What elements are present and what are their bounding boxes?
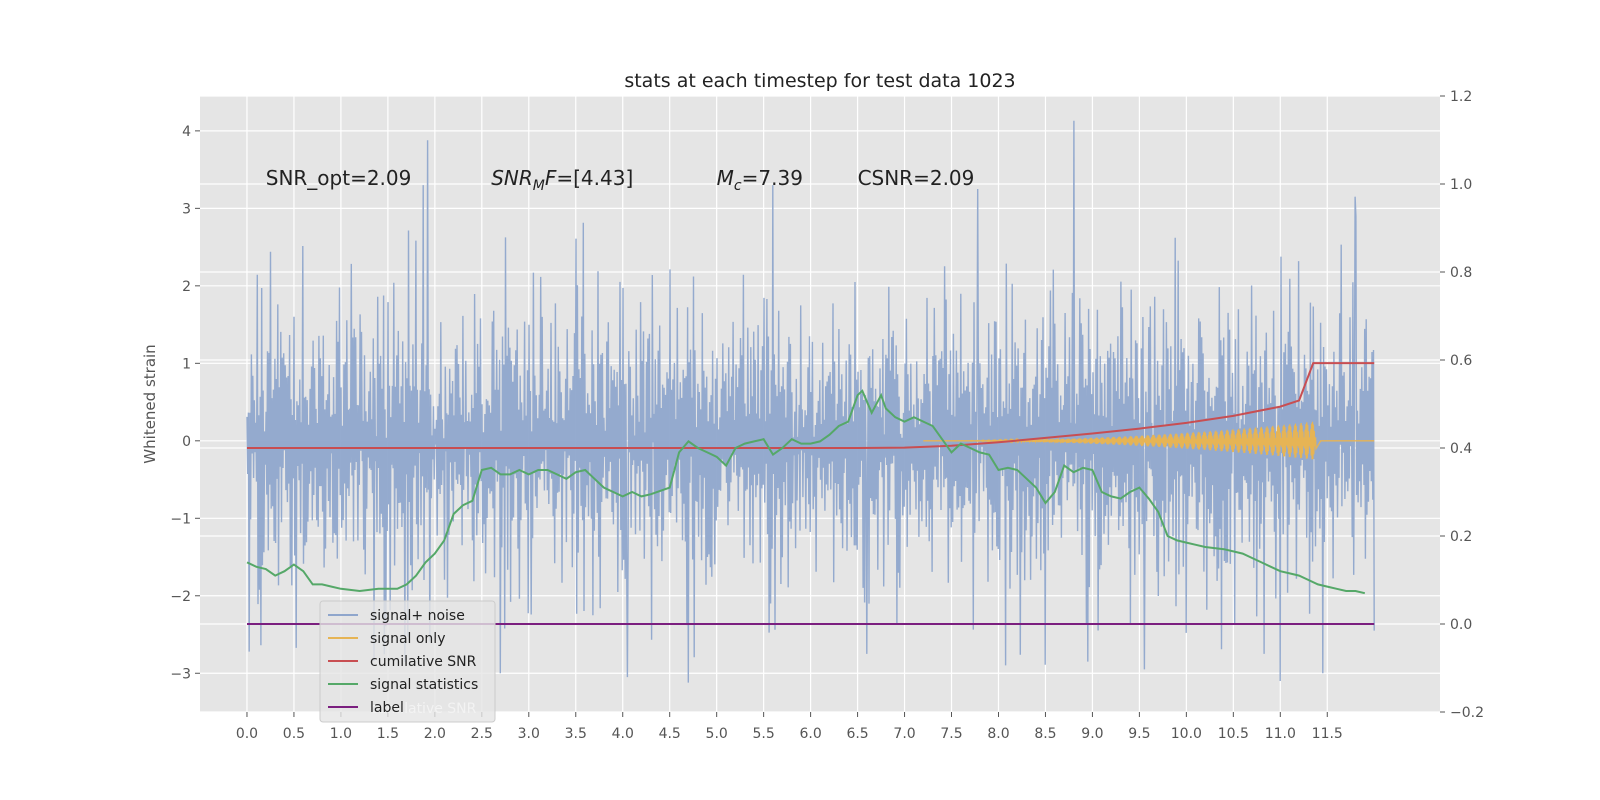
x-tick-label: 3.5 (565, 726, 587, 742)
annotation-part: SNR (491, 166, 533, 190)
y-tick-label: 3 (182, 201, 191, 217)
y-tick-label: 4 (182, 124, 191, 140)
x-tick-label: 4.0 (612, 726, 634, 742)
x-tick-label: 10.5 (1218, 726, 1249, 742)
series-signal-only-line (923, 421, 1375, 460)
x-tick-label: 7.0 (893, 726, 915, 742)
axes-layer: 0.0 0.5 1.0 1.5 2.0 2.5 3.0 3.5 4.0 4.5 5.0 5.5 6.0 6… (170, 89, 1484, 742)
y2-tick-label: 1.2 (1450, 89, 1472, 105)
x-tick-label: 9.5 (1128, 726, 1150, 742)
y2-tick-label: 0.4 (1450, 441, 1472, 457)
chart-title: stats at each timestep for test data 102… (624, 70, 1015, 92)
annotation-part: =[4.43] (556, 166, 633, 190)
x-tick-label: 7.5 (940, 726, 962, 742)
series-signal-noise-line (246, 120, 1375, 683)
annotation-part: M (533, 178, 545, 194)
legend-entry: signal only (370, 631, 445, 647)
series-cumilative-snr-line (247, 362, 1375, 449)
y2-tick-label: 0.2 (1450, 529, 1472, 545)
annotation-part: =7.39 (742, 166, 803, 190)
annotation-part: M (717, 166, 734, 190)
legend-box (319, 600, 496, 723)
series-signal-statistics-line (246, 389, 1366, 595)
annotation-part: CSNR=2.09 (858, 166, 975, 190)
annotation-csnr: CSNR=2.09 (858, 166, 975, 190)
series-layer (246, 120, 1375, 683)
x-tick-label: 9.0 (1081, 726, 1103, 742)
annotation-part: F (545, 166, 557, 190)
legend-entry: cumilative SNR (370, 654, 477, 670)
x-tick-label: 1.5 (377, 726, 399, 742)
y-tick-label: 0 (182, 434, 191, 450)
x-tick-label: 6.0 (799, 726, 821, 742)
x-tick-label: 11.5 (1312, 726, 1343, 742)
x-tick-label: 5.0 (706, 726, 728, 742)
annotation-snr-opt: SNR_opt=2.09 (266, 166, 412, 190)
y2-tick-label: 0.0 (1450, 617, 1472, 633)
annotation-mc: Mc=7.39 (717, 166, 803, 194)
y2-tick-label: 0.8 (1450, 265, 1472, 281)
y-tick-label: 1 (182, 356, 191, 372)
y-axis-label: Whitened strain (141, 344, 159, 463)
x-tick-label: 8.5 (1034, 726, 1056, 742)
x-tick-label: 2.0 (424, 726, 446, 742)
x-tick-label: 0.0 (236, 726, 258, 742)
y2-tick-label: 0.6 (1450, 353, 1472, 369)
x-tick-label: 8.0 (987, 726, 1009, 742)
y-tick-label: −3 (170, 666, 191, 682)
y-tick-label: 2 (182, 279, 191, 295)
x-tick-label: 5.5 (753, 726, 775, 742)
legend-ghost-text: cumilative SNR (370, 701, 477, 717)
y2-tick-label: −0.2 (1450, 705, 1484, 721)
legend-entry: label (370, 700, 404, 716)
y-tick-label: −2 (170, 589, 191, 605)
x-tick-label: 2.5 (471, 726, 493, 742)
x-tick-label: 1.0 (330, 726, 352, 742)
x-tick-label: 0.5 (283, 726, 305, 742)
y-tick-label: −1 (170, 511, 191, 527)
annotation-part: SNR_opt=2.09 (266, 166, 412, 190)
y2-tick-label: 1.0 (1450, 177, 1472, 193)
annotation-part: c (734, 178, 742, 194)
x-tick-label: 3.0 (518, 726, 540, 742)
x-tick-label: 4.5 (659, 726, 681, 742)
legend-entry: signal statistics (370, 677, 478, 693)
annotations: SNR_opt=2.09 SNRMF=[4.43] Mc=7.39 CSNR=2.09 (266, 166, 975, 194)
legend-entry: signal+ noise (370, 608, 465, 624)
x-tick-label: 6.5 (846, 726, 868, 742)
x-tick-label: 11.0 (1265, 726, 1296, 742)
legend: cumilative SNR signal+ noise signal only cu… (319, 600, 496, 723)
annotation-snr-mf: SNRMF=[4.43] (491, 166, 633, 194)
x-tick-label: 10.0 (1171, 726, 1202, 742)
